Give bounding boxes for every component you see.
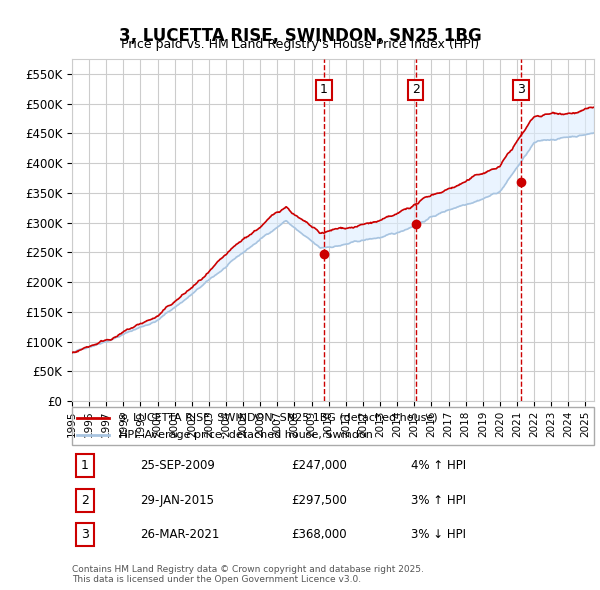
Text: 3, LUCETTA RISE, SWINDON, SN25 1BG: 3, LUCETTA RISE, SWINDON, SN25 1BG xyxy=(119,27,481,45)
Text: 29-JAN-2015: 29-JAN-2015 xyxy=(140,494,214,507)
Text: 3% ↓ HPI: 3% ↓ HPI xyxy=(412,528,466,541)
Text: 1: 1 xyxy=(81,460,89,473)
Text: £368,000: £368,000 xyxy=(291,528,347,541)
Text: £297,500: £297,500 xyxy=(291,494,347,507)
Text: HPI: Average price, detached house, Swindon: HPI: Average price, detached house, Swin… xyxy=(119,430,373,440)
Text: 25-SEP-2009: 25-SEP-2009 xyxy=(140,460,215,473)
Text: Contains HM Land Registry data © Crown copyright and database right 2025.
This d: Contains HM Land Registry data © Crown c… xyxy=(72,565,424,584)
Text: 3: 3 xyxy=(81,528,89,541)
Text: 26-MAR-2021: 26-MAR-2021 xyxy=(140,528,219,541)
Text: 4% ↑ HPI: 4% ↑ HPI xyxy=(412,460,466,473)
Text: 2: 2 xyxy=(81,494,89,507)
Text: 2: 2 xyxy=(412,83,419,96)
Text: 1: 1 xyxy=(320,83,328,96)
Text: 3, LUCETTA RISE, SWINDON, SN25 1BG (detached house): 3, LUCETTA RISE, SWINDON, SN25 1BG (deta… xyxy=(119,413,437,423)
Text: Price paid vs. HM Land Registry's House Price Index (HPI): Price paid vs. HM Land Registry's House … xyxy=(121,38,479,51)
Text: 3% ↑ HPI: 3% ↑ HPI xyxy=(412,494,466,507)
Text: 3: 3 xyxy=(517,83,525,96)
Text: £247,000: £247,000 xyxy=(291,460,347,473)
